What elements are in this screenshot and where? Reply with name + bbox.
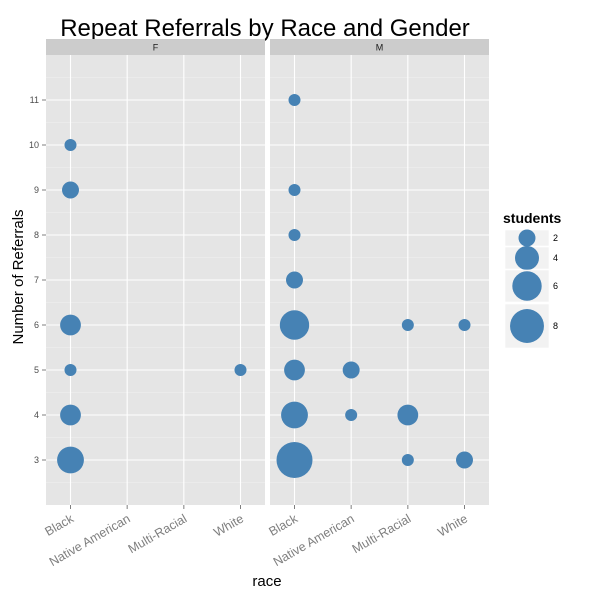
x-tick-label: Multi-Racial xyxy=(126,511,190,556)
legend-entry: 4 xyxy=(504,246,558,270)
y-tick-label: 4 xyxy=(34,410,39,420)
x-tick-label: Black xyxy=(267,511,301,539)
legend: students 2 4 6 8 xyxy=(503,210,562,349)
legend-label: 8 xyxy=(553,321,558,331)
data-point xyxy=(345,409,358,421)
data-point xyxy=(401,454,414,466)
facet-strip xyxy=(46,39,265,55)
data-point xyxy=(288,184,301,196)
data-point xyxy=(276,442,313,478)
chart-title: Repeat Referrals by Race and Gender xyxy=(60,15,470,42)
y-tick-label: 9 xyxy=(34,185,39,195)
data-point xyxy=(279,310,310,340)
facet-strip-label: M xyxy=(376,43,384,53)
legend-point xyxy=(510,309,544,343)
legend-point xyxy=(515,246,539,270)
facet-strip xyxy=(270,39,489,55)
data-point xyxy=(286,271,303,289)
legend-title: students xyxy=(503,210,562,226)
data-point xyxy=(57,446,84,474)
data-point xyxy=(288,229,301,241)
y-axis: 3 4 5 6 7 8 9 10 11 xyxy=(29,95,46,465)
legend-entry: 2 xyxy=(504,229,558,247)
data-point xyxy=(288,94,301,106)
facet-strip-label: F xyxy=(153,43,159,53)
data-point xyxy=(458,319,471,331)
x-tick-label: Multi-Racial xyxy=(350,511,414,556)
legend-label: 2 xyxy=(553,233,558,243)
y-tick-label: 5 xyxy=(34,365,39,375)
legend-point xyxy=(518,229,536,247)
y-tick-label: 7 xyxy=(34,275,39,285)
data-point xyxy=(64,364,77,376)
data-point xyxy=(234,364,247,376)
y-tick-label: 6 xyxy=(34,320,39,330)
data-point xyxy=(60,404,81,426)
legend-entry: 8 xyxy=(504,303,558,349)
legend-point xyxy=(512,271,542,301)
data-point xyxy=(281,401,308,429)
data-point xyxy=(397,404,419,426)
x-tick-label: White xyxy=(435,511,470,539)
data-point xyxy=(401,319,414,331)
data-point xyxy=(60,314,81,336)
data-point xyxy=(62,181,79,199)
data-point xyxy=(64,139,77,151)
x-tick-label: White xyxy=(211,511,246,539)
data-point xyxy=(284,359,305,381)
x-axis-title: race xyxy=(252,573,281,590)
y-tick-label: 3 xyxy=(34,455,39,465)
data-point xyxy=(342,361,360,379)
y-axis-title: Number of Referrals xyxy=(10,209,27,344)
legend-label: 4 xyxy=(553,253,558,263)
y-tick-label: 11 xyxy=(30,95,39,105)
data-point xyxy=(456,451,473,469)
x-tick-label: Black xyxy=(43,511,77,539)
legend-entry: 6 xyxy=(504,269,558,303)
y-tick-label: 8 xyxy=(34,230,39,240)
y-tick-label: 10 xyxy=(29,140,39,150)
legend-label: 6 xyxy=(553,281,558,291)
